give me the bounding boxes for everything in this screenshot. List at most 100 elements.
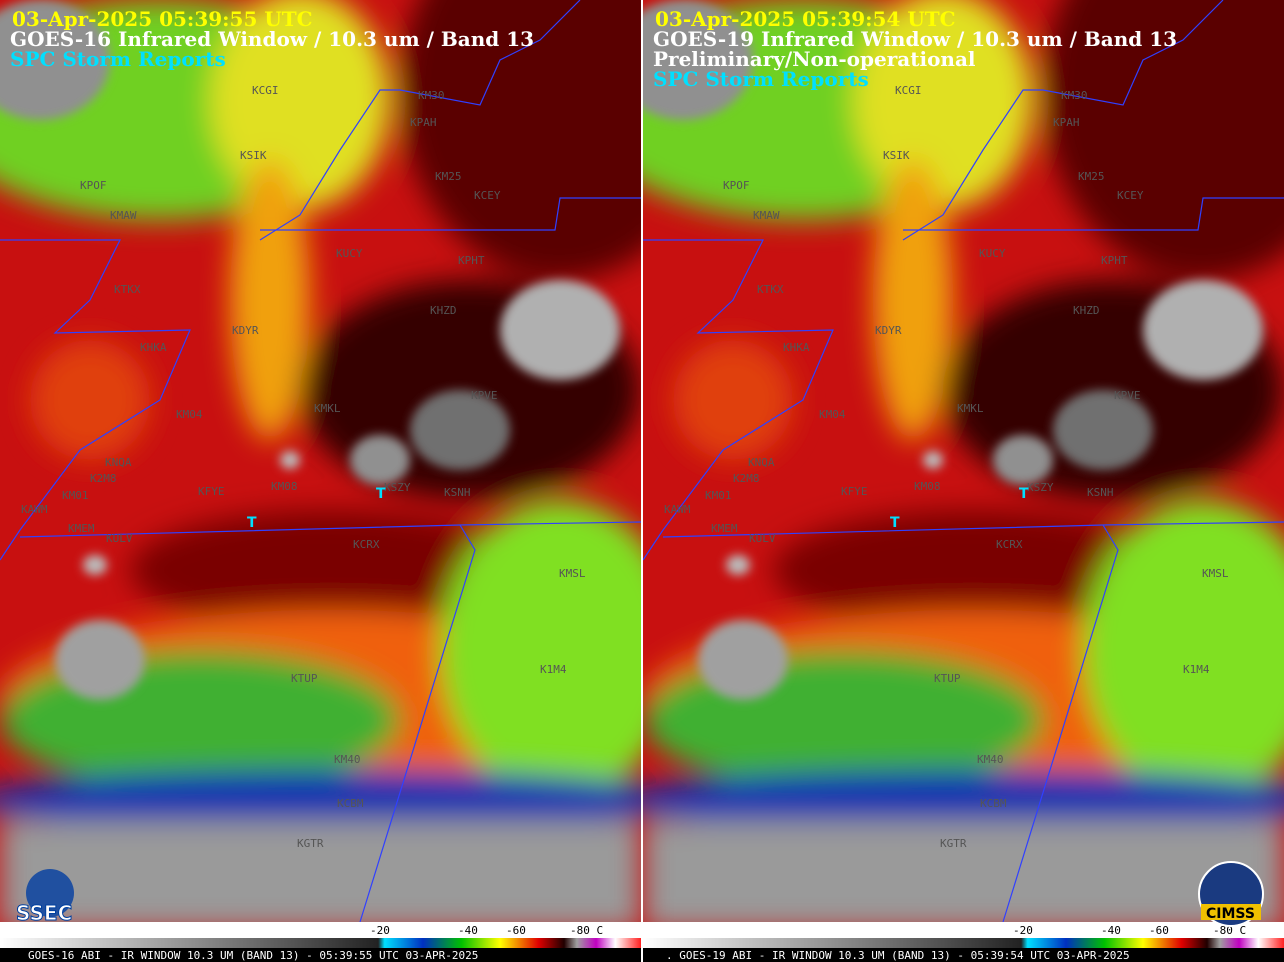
station-label: KCEY (1117, 189, 1144, 202)
storm-report: T (247, 515, 257, 531)
station-label: KM01 (62, 489, 89, 502)
footer: GOES-16 ABI - IR WINDOW 10.3 UM (BAND 13… (28, 949, 478, 962)
station-label: KAWM (21, 503, 48, 516)
station-label: KNQA (105, 456, 132, 469)
right-imagery (583, 0, 1284, 930)
station-label: KSIK (240, 149, 267, 162)
station-label: KM40 (334, 753, 361, 766)
subtitle: Preliminary/Non-operational (653, 47, 976, 71)
station-label: KM01 (705, 489, 732, 502)
station-label: KCGI (252, 84, 279, 97)
station-label: KM04 (176, 408, 203, 421)
station-label: KPAH (1053, 116, 1080, 129)
station-label: KSIK (883, 149, 910, 162)
station-label: KM25 (1078, 170, 1105, 183)
station-label: KULV (106, 532, 133, 545)
subtitle: SPC Storm Reports (653, 67, 869, 91)
station-label: K2M8 (90, 472, 117, 485)
station-label: KCRX (996, 538, 1023, 551)
station-label: KTUP (291, 672, 318, 685)
colorbar-label: -20 (370, 924, 390, 937)
station-label: KPHT (458, 254, 485, 267)
footer-bg (643, 948, 1284, 962)
station-label: KGTR (940, 837, 967, 850)
station-label: KCEY (474, 189, 501, 202)
station-label: KUCY (979, 247, 1006, 260)
station-label: KPHT (1101, 254, 1128, 267)
station-label: KSZY (1027, 481, 1054, 494)
station-label: KMAW (110, 209, 137, 222)
station-label: KHKA (783, 341, 810, 354)
station-label: K1M4 (1183, 663, 1210, 676)
station-label: KPAH (410, 116, 437, 129)
station-label: KPOF (723, 179, 750, 192)
colorbar-label: -80 C (1213, 924, 1246, 937)
panel-title: GOES-19 Infrared Window / 10.3 um / Band… (653, 27, 1177, 51)
station-label: KDYR (232, 324, 259, 337)
logo: SSEC (16, 901, 72, 925)
storm-report: T (1019, 486, 1029, 502)
station-label: KMAW (753, 209, 780, 222)
station-label: KMSL (1202, 567, 1229, 580)
station-label: KFYE (198, 485, 225, 498)
colorbar-bg (643, 922, 1284, 940)
station-label: KFYE (841, 485, 868, 498)
station-label: KAWM (664, 503, 691, 516)
logo-globe (26, 869, 74, 917)
station-label: KMSL (559, 567, 586, 580)
station-label: KM30 (1061, 89, 1088, 102)
station-label: KTUP (934, 672, 961, 685)
divider (641, 0, 643, 962)
station-label: KNQA (748, 456, 775, 469)
station-label: KM04 (819, 408, 846, 421)
colorbar-label: -60 (506, 924, 526, 937)
station-label: KCBM (337, 797, 364, 810)
station-label: K1M4 (540, 663, 567, 676)
station-label: KCBM (980, 797, 1007, 810)
station-label: KMEM (68, 522, 95, 535)
station-label: KHZD (430, 304, 457, 317)
station-label: KM08 (271, 480, 298, 493)
station-label: KMKL (957, 402, 984, 415)
station-label: KGTR (297, 837, 324, 850)
colorbar-label: -60 (1149, 924, 1169, 937)
date-time: 03-Apr-2025 05:39:55 UTC (12, 7, 313, 31)
colorbar (0, 938, 641, 948)
station-label: KM30 (418, 89, 445, 102)
subtitle: SPC Storm Reports (10, 47, 226, 71)
station-label: KSNH (444, 486, 471, 499)
colorbar-bg (0, 922, 641, 940)
station-label: KPOF (80, 179, 107, 192)
station-label: KSNH (1087, 486, 1114, 499)
storm-report: T (890, 515, 900, 531)
colorbar (643, 938, 1284, 948)
station-label: KULV (749, 532, 776, 545)
station-label: KDYR (875, 324, 902, 337)
station-label: KM08 (914, 480, 941, 493)
station-label: KHZD (1073, 304, 1100, 317)
station-label: KTKX (114, 283, 141, 296)
station-label: KCGI (895, 84, 922, 97)
station-label: KSZY (384, 481, 411, 494)
station-label: KMEM (711, 522, 738, 535)
colorbar-label: -40 (458, 924, 478, 937)
logo: CIMSS (1206, 906, 1255, 922)
station-label: KM25 (435, 170, 462, 183)
station-label: KPVE (471, 389, 498, 402)
station-label: KMKL (314, 402, 341, 415)
station-label: KUCY (336, 247, 363, 260)
station-label: KPVE (1114, 389, 1141, 402)
logo-band (1201, 904, 1261, 920)
station-label: KCRX (353, 538, 380, 551)
station-label: KM40 (977, 753, 1004, 766)
station-label: KTKX (757, 283, 784, 296)
footer-bg (0, 948, 641, 962)
colorbar-label: -40 (1101, 924, 1121, 937)
colorbar-label: -20 (1013, 924, 1033, 937)
footer: . GOES-19 ABI - IR WINDOW 10.3 UM (BAND … (666, 949, 1130, 962)
date-time: 03-Apr-2025 05:39:54 UTC (655, 7, 956, 31)
colorbar-label: -80 C (570, 924, 603, 937)
